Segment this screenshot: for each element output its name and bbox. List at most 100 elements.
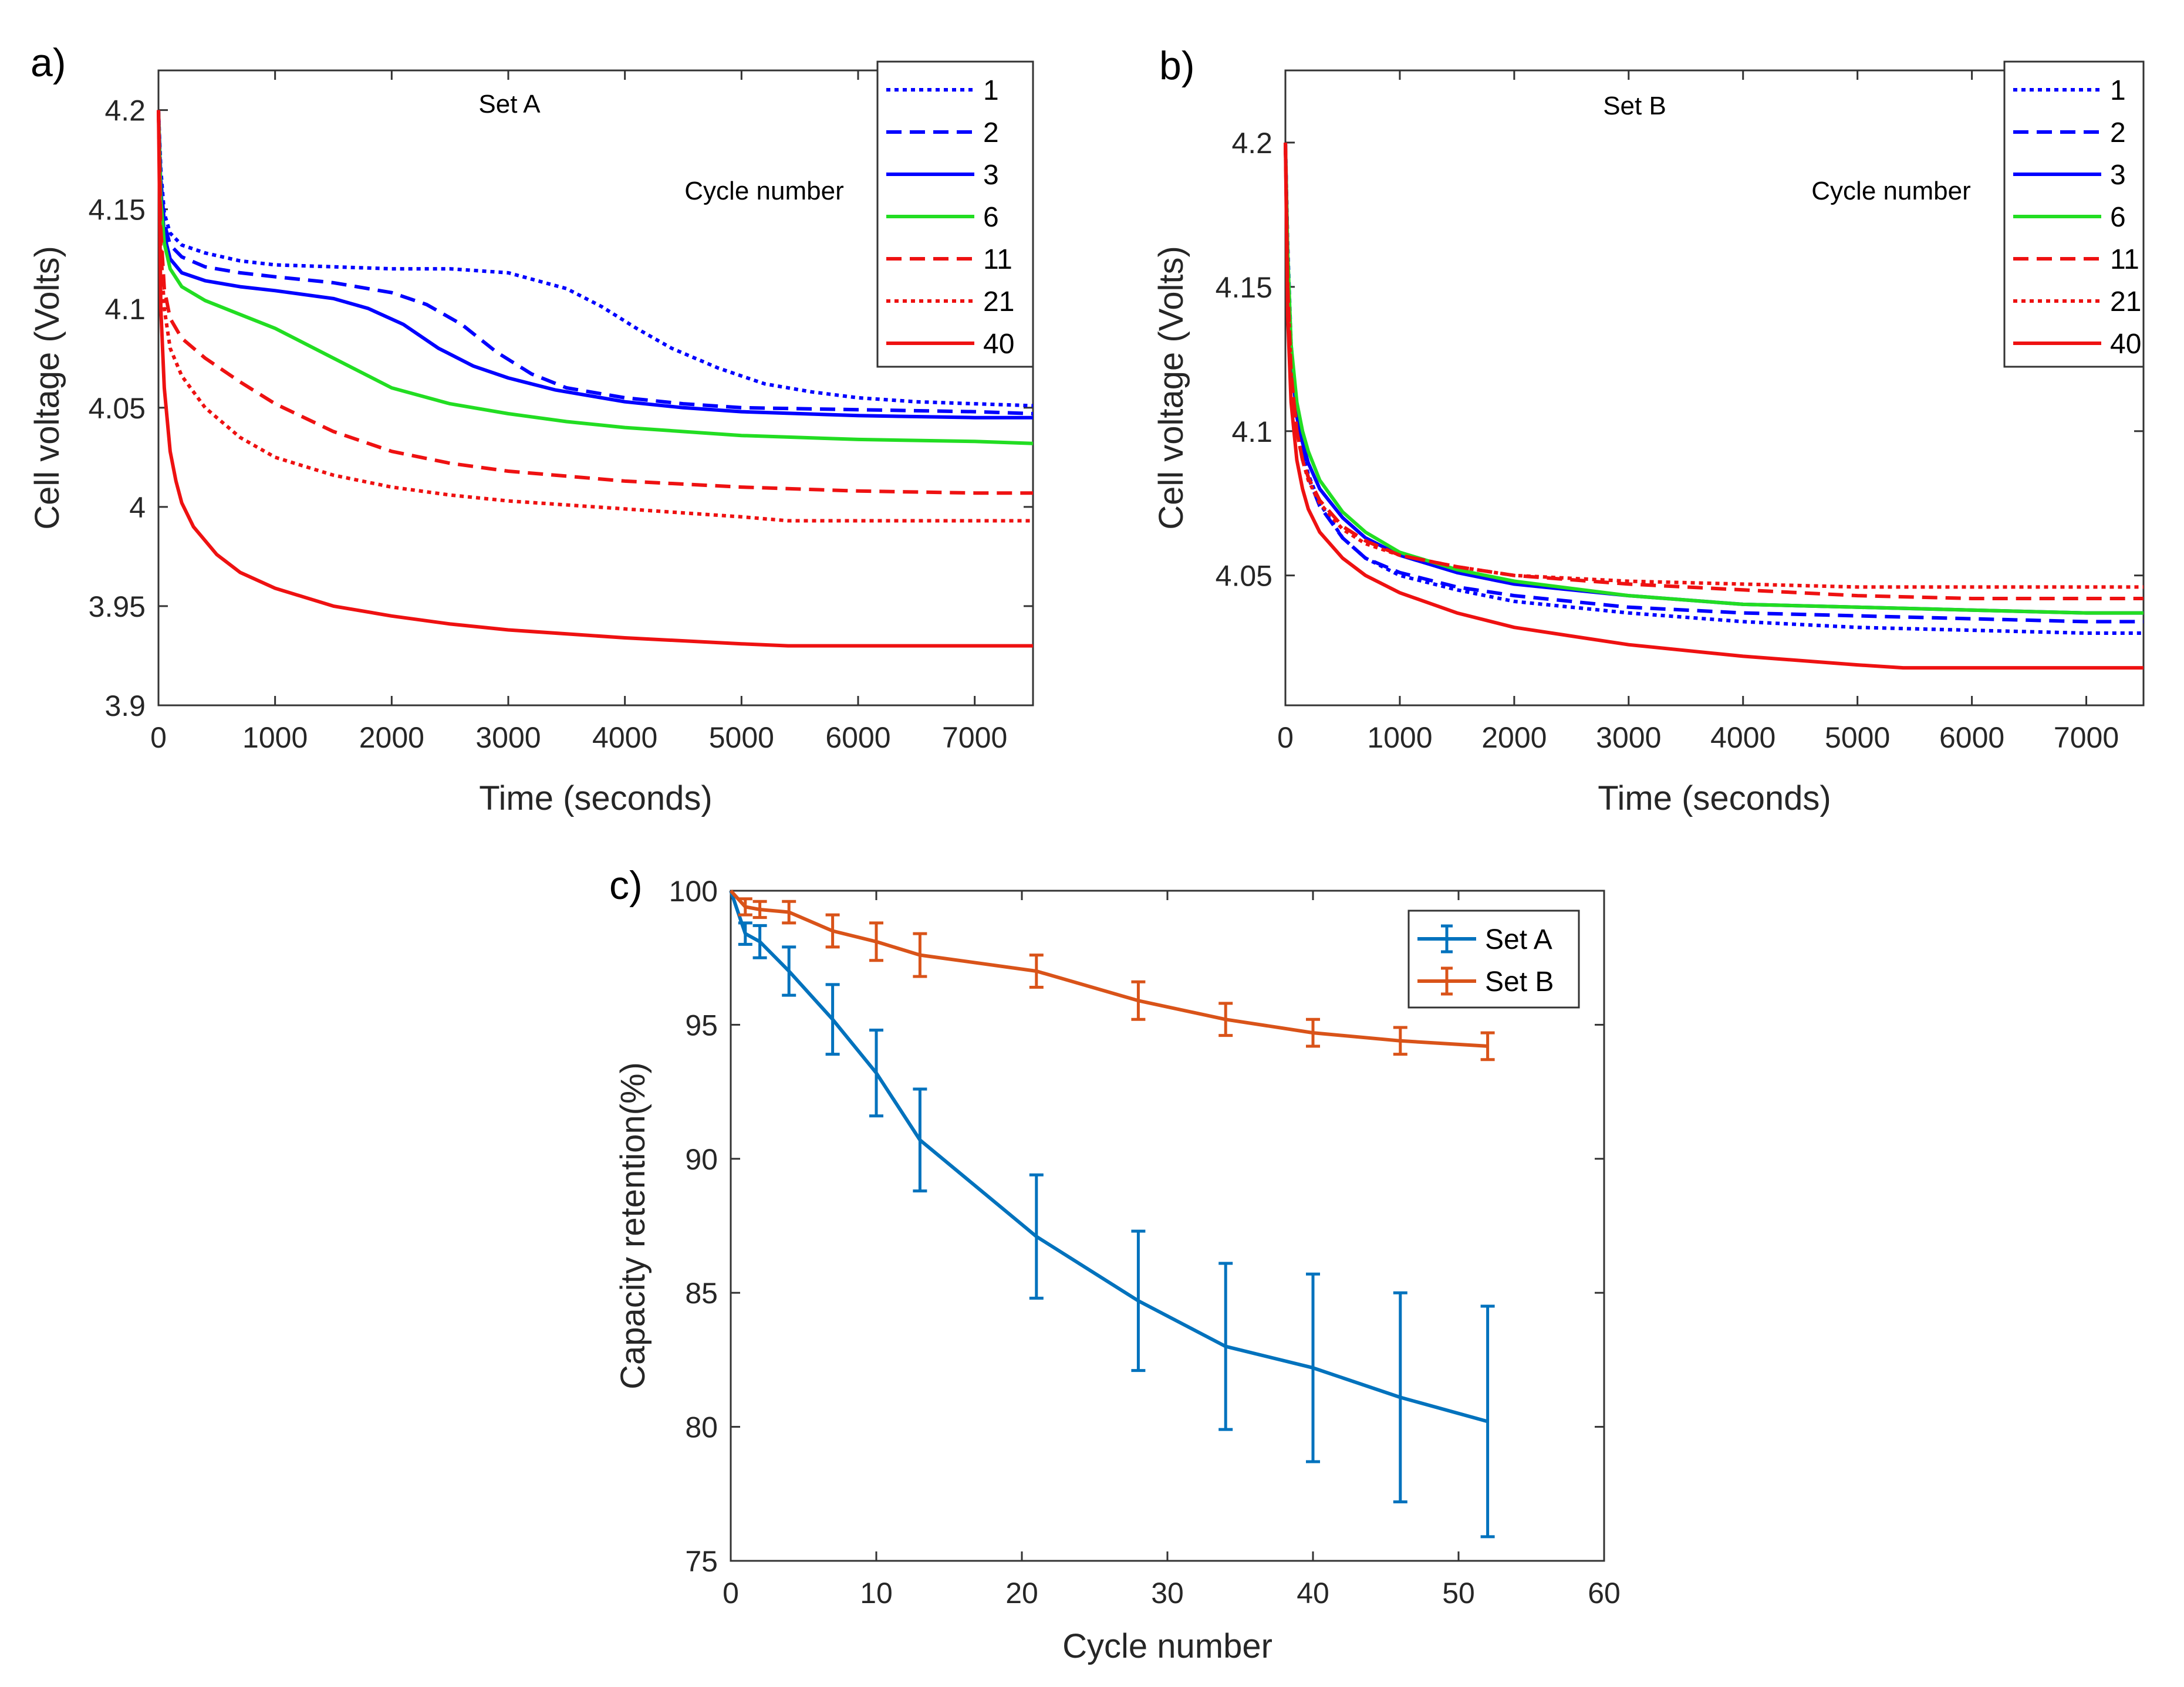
panel-a-legend-title: Cycle number [684, 177, 843, 205]
panel-a-lines [157, 110, 1034, 648]
panel-c-error-bar [1218, 1002, 1233, 1037]
panel-c-error-bar [825, 983, 840, 1056]
panel-c-ticks: 0 10 20 30 40 50 60 75 80 85 90 95 100 [669, 875, 1621, 1610]
panel-c-error-bar [1131, 980, 1146, 1021]
panel-b-x-label: Time (seconds) [1598, 779, 1831, 817]
panel-a-x-tick-label: 7000 [942, 721, 1007, 754]
panel-c-x-tick-label: 0 [723, 1577, 739, 1610]
panel-b-x-tick-label: 1000 [1367, 721, 1432, 754]
panel-a-legend-item: 3 [886, 160, 999, 191]
legend-label: 2 [2110, 117, 2126, 148]
panel-c-legend: Set A Set B [1407, 910, 1580, 1009]
panel-a-legend-item: 40 [886, 329, 1014, 360]
panel-c-x-tick-label: 60 [1588, 1577, 1621, 1610]
panel-c-error-bar [1480, 1031, 1495, 1061]
panel-a-series-21 [157, 110, 1033, 523]
panel-c-x-tick-label: 20 [1005, 1577, 1038, 1610]
panel-c-error-bar [869, 921, 883, 962]
panel-c-error-bar [1393, 1291, 1407, 1504]
panel-c-x-tick-label: 50 [1442, 1577, 1475, 1610]
panel-c-x-label: Cycle number [1062, 1627, 1272, 1665]
legend-label: 3 [2110, 160, 2126, 191]
panel-c-y-tick-label: 95 [685, 1009, 718, 1042]
panel-a-y-label: Cell voltage (Volts) [28, 246, 66, 530]
panel-c-legend-item: Set A [1417, 924, 1552, 955]
panel-b-legend-title: Cycle number [1811, 177, 1970, 205]
panel-b-y-label: Cell voltage (Volts) [1152, 246, 1190, 530]
panel-b-x-tick-label: 2000 [1481, 721, 1547, 754]
panel-a-series-2 [157, 110, 1034, 415]
panel-c-y-tick-label: 100 [669, 875, 718, 908]
panel-c-error-bar [752, 900, 767, 919]
panel-c-error-bar [738, 897, 752, 917]
panel-a-x-tick-label: 2000 [359, 721, 424, 754]
panel-a-x-tick-label: 3000 [475, 721, 541, 754]
panel-a-legend-item: 11 [886, 244, 1012, 275]
panel-c-legend-box [1407, 910, 1580, 1009]
panel-a-series-11 [157, 110, 1033, 495]
panel-b-y-tick-label: 4.1 [1231, 415, 1272, 448]
panel-a-series-3 [157, 110, 1033, 420]
panel-c-error-bar [1306, 1272, 1320, 1463]
panel-b-series-6 [1284, 142, 2144, 615]
panel-b-legend: 1 2 3 6 11 21 40 [2003, 60, 2145, 368]
panel-a-x-tick-label: 5000 [709, 721, 774, 754]
panel-b-label: b) [1159, 43, 1194, 88]
panel-b-legend-item: 2 [2013, 117, 2126, 148]
panel-c-error-bar [1131, 1229, 1146, 1372]
panel-a-legend-item: 6 [886, 202, 999, 233]
legend-label: 6 [983, 202, 999, 233]
panel-b-ticks: 0 1000 2000 3000 4000 5000 6000 7000 4.05 4.1 4.15… [1216, 70, 2144, 754]
panel-a: a) 0 1000 2000 3000 4000 5000 6000 7000 3.9 3.95 4… [28, 40, 1034, 817]
panel-b-legend-item: 21 [2013, 286, 2141, 317]
panel-b-lines [1284, 142, 2144, 670]
panel-a-y-tick-label: 4.1 [104, 293, 146, 326]
panel-a-legend: 1 2 3 6 11 21 40 [876, 60, 1034, 368]
panel-a-x-tick-label: 4000 [592, 721, 657, 754]
panel-a-legend-box [876, 60, 1034, 368]
panel-b-y-tick-label: 4.2 [1231, 127, 1272, 160]
panel-c-error-bar [782, 900, 796, 925]
panel-c-x-tick-label: 10 [860, 1577, 893, 1610]
panel-c: c) 0 10 20 30 40 50 60 75 80 85 90 95 100 Cycle numb… [609, 863, 1621, 1665]
panel-a-x-tick-label: 6000 [825, 721, 890, 754]
panel-b-legend-item: 3 [2013, 160, 2126, 191]
panel-a-x-label: Time (seconds) [479, 779, 713, 817]
panel-b-series-11 [1284, 142, 2144, 600]
panel-c-error-bar [752, 924, 767, 959]
panel-a-y-tick-label: 4 [129, 491, 146, 524]
panel-b-legend-item: 11 [2013, 244, 2139, 275]
panel-a-legend-item: 21 [886, 286, 1014, 317]
panel-a-series-6 [157, 110, 1034, 445]
panel-c-error-bar [913, 1087, 927, 1193]
legend-label: 11 [983, 244, 1012, 275]
legend-label: 21 [2110, 286, 2141, 317]
legend-label: 40 [983, 329, 1014, 360]
panel-c-error-bar [1029, 954, 1044, 989]
legend-label: Set A [1485, 924, 1552, 955]
panel-c-error-bar [1029, 1173, 1044, 1300]
panel-a-y-tick-label: 3.95 [89, 590, 146, 623]
panel-c-x-tick-label: 40 [1297, 1577, 1329, 1610]
legend-label: 40 [2110, 329, 2141, 360]
panel-c-y-tick-label: 85 [685, 1277, 718, 1310]
legend-label: 21 [983, 286, 1014, 317]
panel-c-y-tick-label: 75 [685, 1545, 718, 1578]
panel-b-legend-item: 6 [2013, 202, 2126, 233]
panel-c-error-bar [1218, 1262, 1233, 1431]
panel-a-label: a) [31, 40, 66, 85]
panel-b: b) 0 1000 2000 3000 4000 5000 6000 7000 4.05 4.1 4… [1152, 43, 2145, 817]
panel-c-error-bar [1306, 1017, 1320, 1048]
legend-label: 3 [983, 160, 999, 191]
panel-b-legend-box [2003, 60, 2145, 368]
panel-b-legend-item: 1 [2013, 75, 2126, 106]
legend-label: Set B [1485, 966, 1554, 998]
panel-a-y-tick-label: 4.15 [89, 194, 146, 226]
panel-a-legend-item: 1 [886, 75, 999, 106]
panel-c-error-bar [1480, 1304, 1495, 1539]
panel-c-error-bar [782, 945, 796, 997]
panel-c-error-bar [738, 921, 752, 946]
panel-c-y-tick-label: 80 [685, 1411, 718, 1444]
panel-b-x-tick-label: 3000 [1596, 721, 1661, 754]
